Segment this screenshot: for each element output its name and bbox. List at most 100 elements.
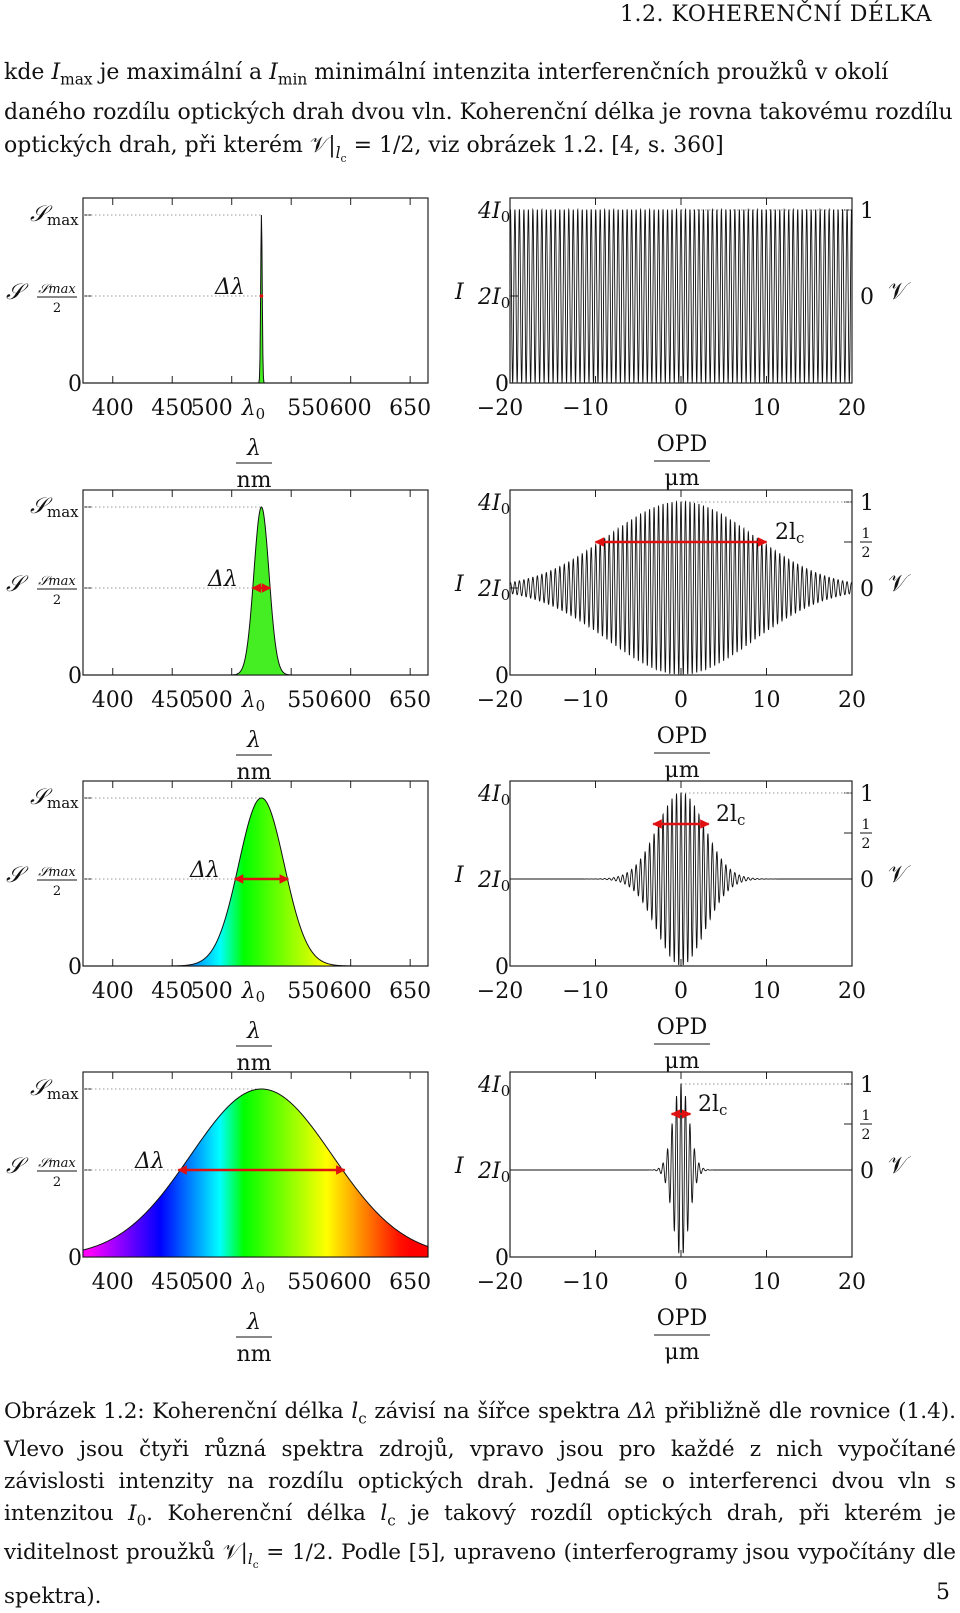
intro-text: = 1/2, viz obrázek 1.2. [4, s. 360] bbox=[346, 133, 724, 159]
page-number: 5 bbox=[936, 1580, 950, 1605]
intro-symbol: | bbox=[328, 133, 336, 159]
visibility-label-zero: 0 bbox=[860, 285, 874, 310]
y-label-smax: 𝒮max bbox=[30, 494, 79, 521]
x-tick-label: −10 bbox=[562, 396, 608, 421]
y-label-zero: 0 bbox=[68, 664, 82, 689]
intro-text: je maximální a bbox=[92, 60, 270, 85]
caption-subscript: c bbox=[358, 1409, 367, 1428]
y-label-smax: 𝒮max bbox=[30, 785, 79, 812]
y-label-half-denominator: 2 bbox=[53, 1175, 61, 1190]
spectrum-curve bbox=[83, 215, 428, 384]
caption-text: je takový rozdíl optických drah, při kte… bbox=[4, 1501, 956, 1565]
intro-paragraph: kde Imax je maximální a Imin minimální i… bbox=[4, 56, 956, 175]
y-label-half-denominator: 2 bbox=[53, 593, 61, 608]
y-label-smax: 𝒮max bbox=[30, 202, 79, 229]
y-label-4I0: 4I0 bbox=[477, 1073, 510, 1100]
x-tick-label: −20 bbox=[477, 979, 523, 1004]
caption-text: . Koherenční délka bbox=[146, 1501, 381, 1527]
interferogram-curve bbox=[509, 500, 853, 675]
caption-symbol: l bbox=[380, 1501, 388, 1527]
intro-text: minimální intenzita interferenčních prou… bbox=[4, 60, 953, 159]
y-label-2I0: 2I0 bbox=[477, 577, 510, 604]
x-tick-label: −20 bbox=[477, 688, 523, 713]
y-label-2I0: 2I0 bbox=[477, 868, 510, 895]
x-tick-label: 450 bbox=[151, 1270, 193, 1295]
y-label-half-numerator: 𝒮max bbox=[38, 282, 76, 297]
y-label-zero: 0 bbox=[495, 372, 509, 397]
caption-symbol: | bbox=[240, 1539, 248, 1565]
intro-symbol: l bbox=[335, 143, 341, 162]
visibility-label-one: 1 bbox=[860, 491, 874, 516]
x-tick-label: −10 bbox=[562, 979, 608, 1004]
visibility-half-denominator: 2 bbox=[862, 545, 871, 561]
delta-lambda-label: Δλ bbox=[214, 275, 245, 300]
x-tick-label: 450 bbox=[151, 396, 193, 421]
x-axis-label-opd: OPD bbox=[657, 724, 707, 749]
visibility-label-one: 1 bbox=[860, 782, 874, 807]
x-tick-label: 500 bbox=[191, 1270, 233, 1295]
lambda0-tick-label: λ0 bbox=[241, 396, 265, 423]
caption-text: Obrázek 1.2: Koherenční délka bbox=[4, 1399, 352, 1424]
y-label-half-numerator: 𝒮max bbox=[38, 1156, 76, 1171]
two-lc-label: 2lc bbox=[716, 802, 745, 829]
intro-symbol: I bbox=[51, 60, 61, 85]
intro-subscript: max bbox=[60, 70, 93, 89]
caption-subscript: c bbox=[387, 1511, 396, 1530]
y-label-zero: 0 bbox=[495, 1246, 509, 1271]
x-tick-label: 550 bbox=[287, 979, 329, 1004]
delta-lambda-label: Δλ bbox=[189, 858, 220, 883]
x-axis-label-um: μm bbox=[664, 758, 699, 783]
spectrum-plot-frame bbox=[82, 197, 429, 384]
lambda0-tick-label: λ0 bbox=[241, 688, 265, 715]
intro-symbol: I bbox=[269, 60, 278, 85]
x-tick-label: 0 bbox=[674, 1270, 688, 1295]
x-axis-label-lambda: λ bbox=[246, 1310, 261, 1335]
caption-symbol: I bbox=[128, 1501, 137, 1527]
delta-lambda-label: Δλ bbox=[134, 1149, 165, 1174]
caption-symbol: l bbox=[247, 1549, 253, 1568]
caption-subscript: 0 bbox=[136, 1511, 147, 1530]
caption-symbol: Δλ bbox=[627, 1399, 658, 1424]
y-label-half-denominator: 2 bbox=[53, 301, 61, 316]
y-label-half-denominator: 2 bbox=[53, 884, 61, 899]
y-label-2I0: 2I0 bbox=[477, 285, 510, 312]
x-axis-label-lambda: λ bbox=[246, 728, 261, 753]
x-axis-label-opd: OPD bbox=[657, 432, 707, 457]
caption-text: závisí na šířce spektra bbox=[366, 1399, 628, 1424]
y-axis-label-I: I bbox=[454, 280, 465, 305]
y-label-4I0: 4I0 bbox=[477, 491, 510, 518]
x-axis-label-lambda: λ bbox=[246, 436, 261, 461]
y-label-4I0: 4I0 bbox=[477, 199, 510, 226]
two-lc-label: 2lc bbox=[775, 520, 804, 547]
y-axis-label-s: 𝒮 bbox=[6, 1154, 29, 1179]
x-tick-label: 550 bbox=[287, 688, 329, 713]
x-tick-label: 450 bbox=[151, 688, 193, 713]
visibility-axis-label: 𝒱 bbox=[888, 277, 912, 305]
intro-text: kde bbox=[4, 60, 52, 85]
x-tick-label: 20 bbox=[838, 979, 866, 1004]
fwhm-marker bbox=[259, 294, 264, 298]
intro-symbol: 𝒱 bbox=[309, 133, 329, 159]
x-tick-label: 450 bbox=[151, 979, 193, 1004]
x-tick-label: 0 bbox=[674, 396, 688, 421]
x-axis-label-opd: OPD bbox=[657, 1015, 707, 1040]
x-tick-label: 500 bbox=[191, 688, 233, 713]
visibility-axis-label: 𝒱 bbox=[888, 860, 912, 888]
x-axis-label-um: μm bbox=[664, 1340, 699, 1365]
y-label-half-numerator: 𝒮max bbox=[38, 574, 76, 589]
x-tick-label: 400 bbox=[92, 1270, 134, 1295]
x-tick-label: 500 bbox=[191, 396, 233, 421]
x-tick-label: 600 bbox=[330, 979, 372, 1004]
caption-text: = 1/2. Podle [5], upraveno (interferogra… bbox=[4, 1539, 956, 1609]
lambda0-tick-label: λ0 bbox=[241, 979, 265, 1006]
visibility-label-zero: 0 bbox=[860, 868, 874, 893]
y-axis-label-I: I bbox=[454, 1154, 465, 1179]
x-tick-label: 0 bbox=[674, 688, 688, 713]
x-tick-label: 600 bbox=[330, 1270, 372, 1295]
visibility-half-numerator: 1 bbox=[862, 1108, 871, 1124]
visibility-half-denominator: 2 bbox=[862, 836, 871, 852]
two-lc-label: 2lc bbox=[698, 1092, 727, 1119]
x-tick-label: 550 bbox=[287, 1270, 329, 1295]
x-tick-label: −20 bbox=[477, 1270, 523, 1295]
x-axis-label-nm: nm bbox=[236, 1342, 271, 1367]
